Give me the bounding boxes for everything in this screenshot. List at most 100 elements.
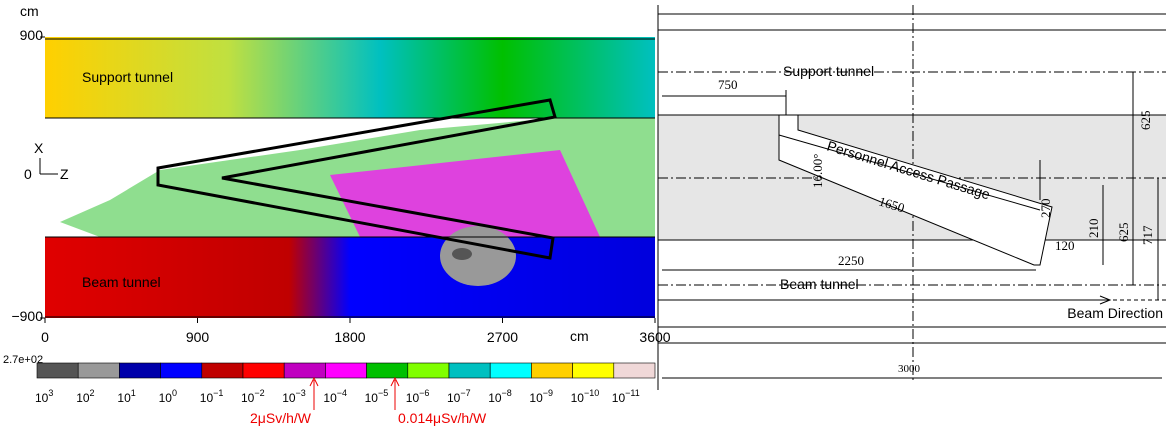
axes-icon: X 0 Z <box>24 140 69 182</box>
axis-z-icon: Z <box>60 166 69 182</box>
colorbar-cell <box>407 362 450 379</box>
drawing-label: Beam Direction <box>1067 305 1163 321</box>
y-unit: cm <box>20 3 39 19</box>
colorbar-cell <box>283 362 326 379</box>
colorbar-label: 10−7 <box>447 388 471 405</box>
label-exponent: 2 <box>90 388 95 398</box>
markers: 2μSv/h/W 0.014μSv/h/W <box>250 376 487 426</box>
label-base: 10 <box>117 391 131 405</box>
label-base: 10 <box>76 391 90 405</box>
dim-label: 1650 <box>877 194 906 216</box>
colorbar-label: 100 <box>159 388 177 405</box>
colorbar-cell <box>531 362 573 379</box>
x-unit: cm <box>570 328 589 344</box>
colorbar-label: 102 <box>76 388 94 405</box>
colorbar-max: 2.7e+02 <box>3 354 43 366</box>
colorbar-label: 10−6 <box>406 388 430 405</box>
colorbar-label: 10−8 <box>488 388 512 405</box>
marker-label: 0.014μSv/h/W <box>398 410 487 426</box>
label-exponent: −8 <box>502 388 512 398</box>
angle-label: 16.00° <box>810 154 825 188</box>
colorbar-label: 10−3 <box>282 388 306 405</box>
dim-label: 2250 <box>838 253 864 268</box>
label-exponent: −9 <box>543 388 553 398</box>
label-base: 10 <box>282 391 296 405</box>
dim-label: 270 <box>1038 199 1053 219</box>
label-exponent: 3 <box>48 388 53 398</box>
colorbar: 103 102 101 100 10−1 10−2 10−3 10−4 10−5 10−6 10−7… <box>35 362 656 405</box>
passage-outline <box>156 98 557 260</box>
label-exponent: −4 <box>337 388 347 398</box>
x-tick-label: 900 <box>186 329 210 345</box>
label-base: 10 <box>159 391 173 405</box>
colorbar-label: 103 <box>35 388 53 405</box>
x-tick-label: 3600 <box>639 329 670 345</box>
dose-core <box>452 248 472 260</box>
label-base: 10 <box>200 391 214 405</box>
label-exponent: −5 <box>378 388 388 398</box>
colorbar-label: 10−10 <box>571 388 600 405</box>
colorbar-label: 10−11 <box>612 388 640 405</box>
label-exponent: 1 <box>131 388 136 398</box>
x-tick-label: 1800 <box>334 329 365 345</box>
colorbar-cell <box>489 362 532 379</box>
marker-label: 2μSv/h/W <box>250 410 312 426</box>
support-region <box>45 37 655 118</box>
colorbar-label: 10−2 <box>241 388 265 405</box>
y-tick-label: 900 <box>20 27 44 43</box>
colorbar-label: 10−1 <box>200 388 224 405</box>
label-base: 10 <box>529 391 543 405</box>
colorbar-cell <box>160 362 203 379</box>
label-exponent: 0 <box>172 388 177 398</box>
colorbar-label: 10−4 <box>323 388 347 405</box>
colorbar-cell <box>572 362 615 379</box>
dim-label: 717 <box>1140 225 1155 245</box>
dim-label: 120 <box>1055 238 1075 253</box>
dose-map: Support tunnel Beam tunnel <box>45 37 655 318</box>
label-exponent: −11 <box>625 388 640 398</box>
colorbar-cell <box>119 362 161 379</box>
label-base: 10 <box>365 391 379 405</box>
label-base: 10 <box>323 391 337 405</box>
axis-origin: 0 <box>24 166 32 182</box>
beam-region <box>45 237 655 318</box>
x-tick-label: 2700 <box>487 329 518 345</box>
dim-label: 750 <box>718 77 738 92</box>
dim-label: 3000 <box>898 363 921 375</box>
dose-blob <box>440 226 516 286</box>
colorbar-cell <box>201 362 244 379</box>
label-exponent: −1 <box>213 388 223 398</box>
colorbar-cell <box>36 362 79 379</box>
colorbar-cell <box>77 362 120 379</box>
label-base: 10 <box>35 391 49 405</box>
colorbar-cell <box>448 362 491 379</box>
support-label: Support tunnel <box>82 69 173 85</box>
colorbar-cell <box>613 362 656 379</box>
dim-label: 625 <box>1116 223 1131 243</box>
x-tick-label: 0 <box>41 329 49 345</box>
colorbar-cell <box>366 362 409 379</box>
axis-x-icon: X <box>34 140 44 156</box>
dim-label: 210 <box>1086 219 1101 239</box>
label-exponent: −6 <box>419 388 429 398</box>
colorbar-cell <box>242 362 285 379</box>
colorbar-label: 10−5 <box>365 388 389 405</box>
drawing-label: Support tunnel <box>783 63 874 79</box>
label-base: 10 <box>488 391 502 405</box>
label-exponent: −10 <box>584 388 599 398</box>
label-exponent: −3 <box>296 388 306 398</box>
beam-label: Beam tunnel <box>82 274 161 290</box>
drawing: 750 Support tunnel 625 625 717 16.00° Pe… <box>657 5 1166 390</box>
label-base: 10 <box>406 391 420 405</box>
dim-label: 625 <box>1138 111 1153 131</box>
label-base: 10 <box>241 391 255 405</box>
y-tick-label: −900 <box>11 308 43 324</box>
label-exponent: −2 <box>254 388 264 398</box>
mid-dose-high <box>330 150 600 237</box>
colorbar-label: 101 <box>117 388 135 405</box>
drawing-label: Beam tunnel <box>780 276 859 292</box>
label-exponent: −7 <box>460 388 470 398</box>
label-base: 10 <box>612 391 626 405</box>
colorbar-cell <box>325 362 367 379</box>
